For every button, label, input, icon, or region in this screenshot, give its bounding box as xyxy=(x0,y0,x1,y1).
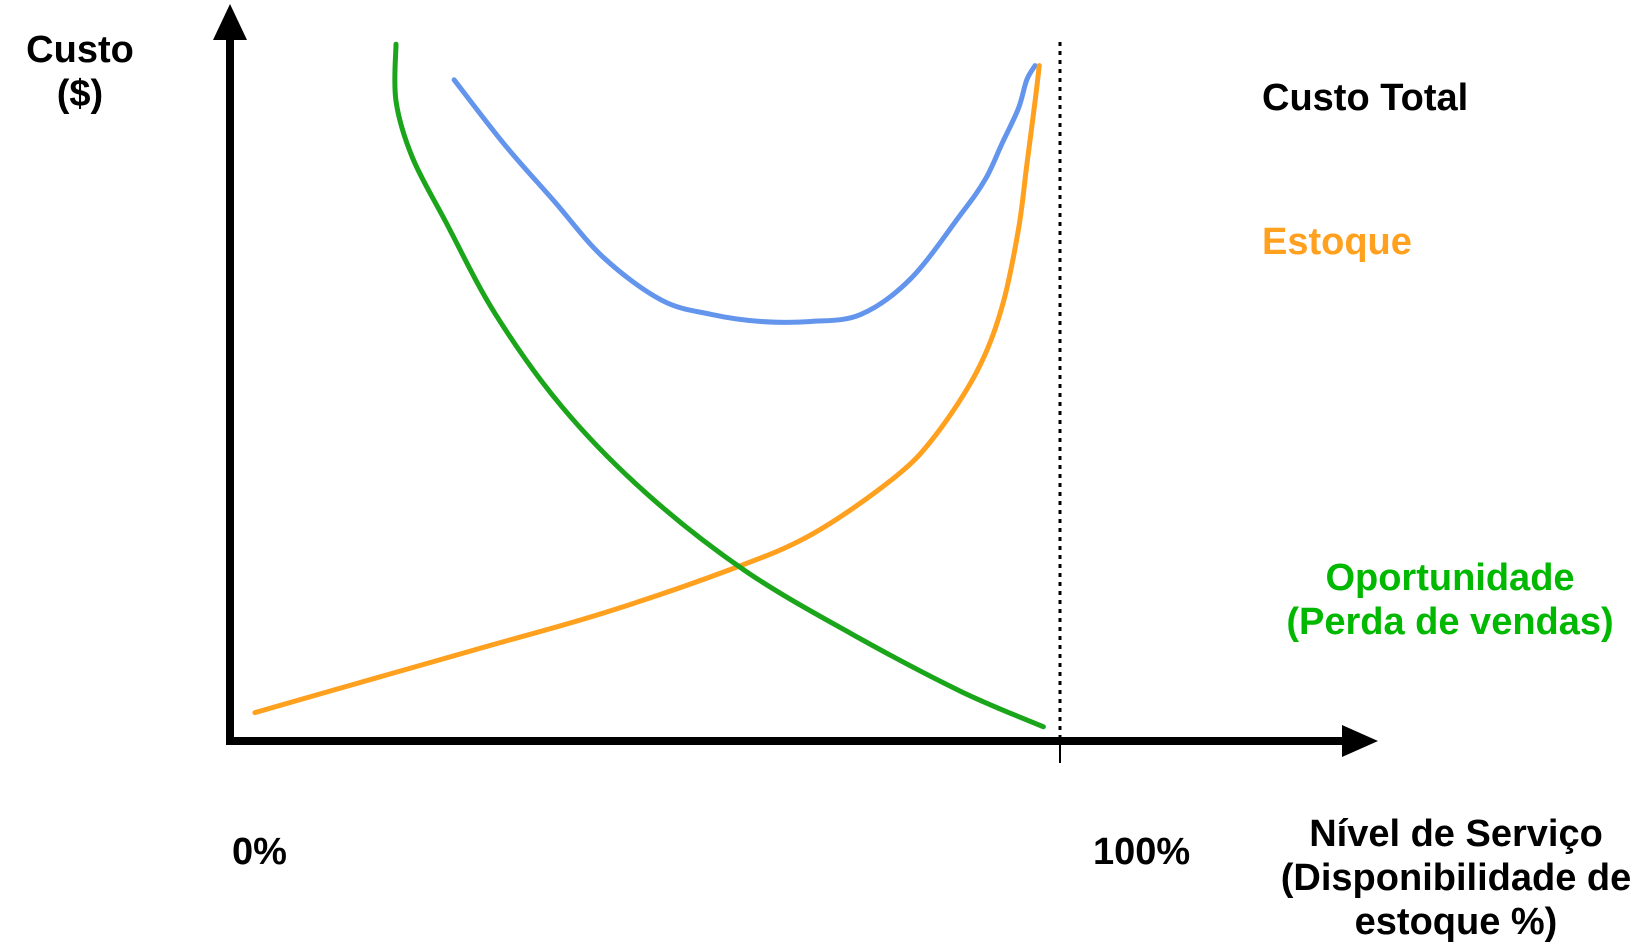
x-axis-label: Nível de Serviço (Disponibilidade de est… xyxy=(1268,812,1644,944)
x-tick-label-0: 0% xyxy=(232,831,287,873)
series-line-custo-total xyxy=(451,63,1038,325)
x-tick-label-100: 100% xyxy=(1093,831,1191,873)
series-layer xyxy=(252,41,1046,730)
legend-label-custo-total: Custo Total xyxy=(1262,77,1469,119)
series-line-estoque xyxy=(252,63,1042,716)
legend-sublabel-oportunidade: (Perda de vendas) xyxy=(1286,601,1614,643)
legend-oportunidade: Oportunidade (Perda de vendas) xyxy=(1262,556,1638,644)
series-line-oportunidade xyxy=(392,41,1046,730)
legend-label-estoque: Estoque xyxy=(1262,221,1412,263)
y-axis-label-line-2: ($) xyxy=(56,73,104,115)
x-axis-label-line-1: Nível de Serviço xyxy=(1309,813,1603,855)
legend-estoque: Estoque xyxy=(1262,220,1412,264)
y-axis-label: Custo ($) xyxy=(10,28,150,116)
legend-label-oportunidade: Oportunidade xyxy=(1325,557,1575,599)
y-axis xyxy=(213,4,247,745)
legend-custo-total: Custo Total xyxy=(1262,76,1468,120)
x-axis-label-line-3: estoque %) xyxy=(1354,901,1558,943)
x-axis-arrowhead xyxy=(1342,725,1378,757)
x-axis-label-line-2: (Disponibilidade de xyxy=(1280,857,1632,899)
x-axis xyxy=(226,725,1378,757)
y-axis-arrowhead xyxy=(213,4,247,40)
y-axis-label-line-1: Custo xyxy=(26,29,134,71)
